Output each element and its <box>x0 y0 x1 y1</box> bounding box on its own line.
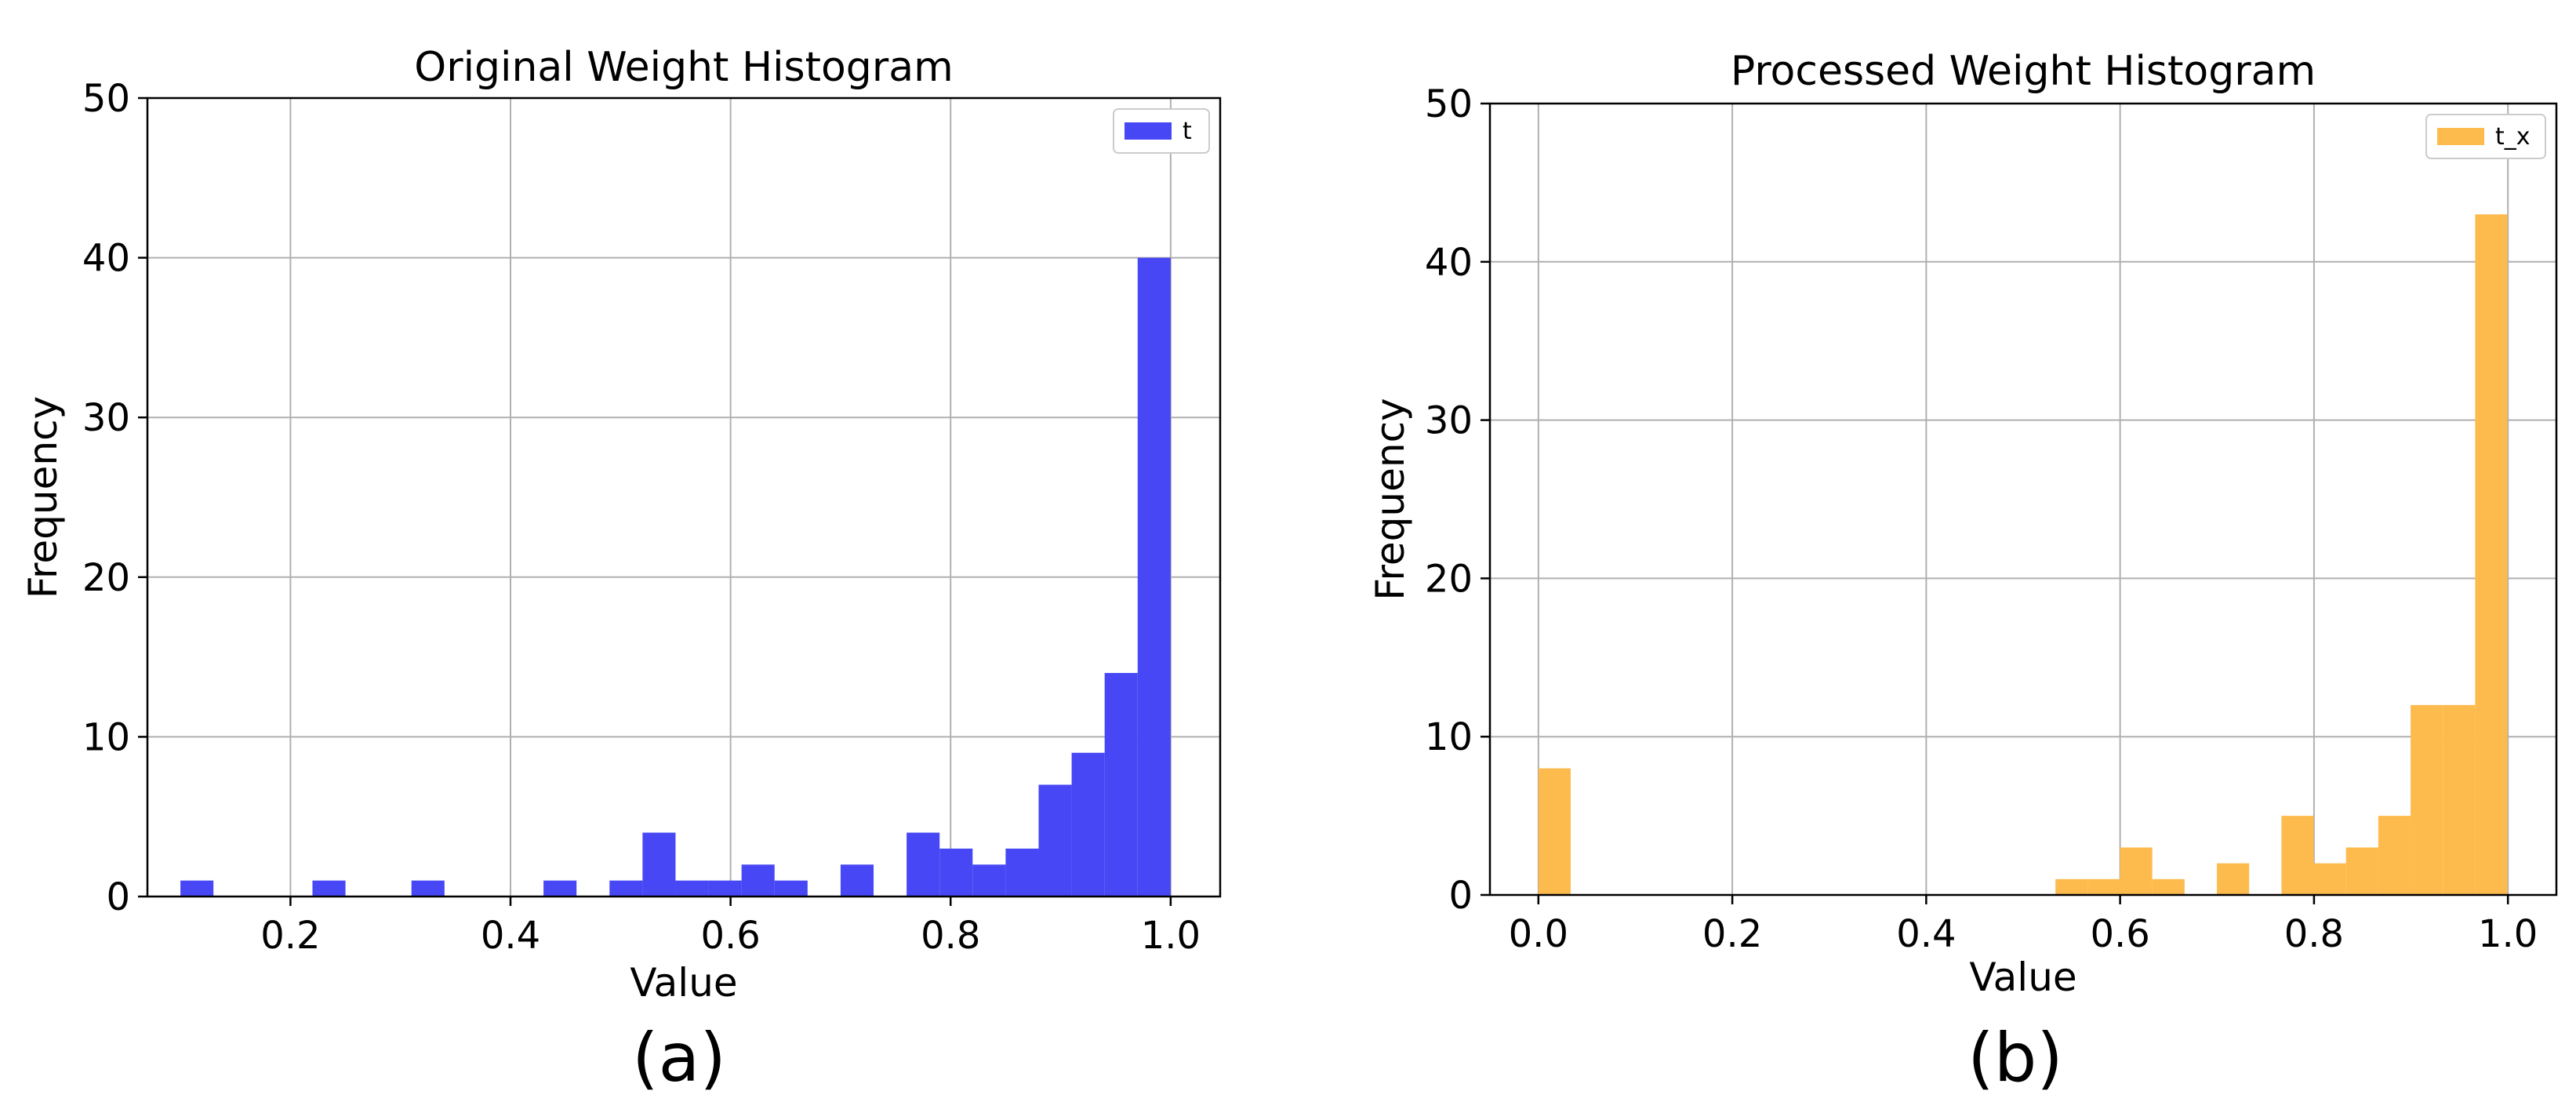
chart-b-bar <box>2217 863 2250 895</box>
chart-a-x-tick-label: 0.8 <box>921 914 980 958</box>
chart-b-plot-frame <box>1488 102 2558 897</box>
chart-b-bar <box>2345 847 2378 895</box>
chart-a-bar <box>675 880 709 897</box>
chart-b-bar <box>2152 878 2185 895</box>
chart-a-title: Original Weight Histogram <box>414 44 953 91</box>
chart-b-y-tick-label: 0 <box>1448 874 1473 918</box>
chart-a-y-tick-label: 50 <box>82 77 130 121</box>
chart-b-x-tick-label: 0.8 <box>2284 912 2344 956</box>
chart-a-bar <box>1071 752 1105 897</box>
chart-a-x-tick-label: 0.2 <box>260 914 320 958</box>
chart-a-bar <box>1104 672 1138 897</box>
chart-a-bar <box>411 880 445 897</box>
chart-b-panel-label: (b) <box>1967 1019 2063 1097</box>
chart-b-title: Processed Weight Histogram <box>1731 48 2316 95</box>
chart-b-y-tick-label: 30 <box>1425 399 1473 443</box>
chart-b-y-tick-label: 10 <box>1425 715 1473 759</box>
chart-b-bar <box>2443 704 2476 895</box>
chart-a-bar <box>774 880 808 897</box>
chart-b-x-tick-label: 1.0 <box>2478 912 2538 956</box>
chart-a-plot-frame <box>146 96 1222 898</box>
chart-a-y-tick-label: 10 <box>82 715 130 759</box>
chart-a: 0.2 0.4 0.6 0.8 1.0 0 10 20 30 40 50 Original Weigh… <box>20 44 1222 1097</box>
chart-b-legend: t_x <box>2425 114 2546 159</box>
chart-a-y-tick-label: 30 <box>82 396 130 440</box>
chart-a-legend: t <box>1113 108 1210 154</box>
chart-a-bar <box>1005 848 1039 897</box>
chart-a-legend-label: t <box>1183 118 1192 145</box>
chart-a-bar <box>939 848 973 897</box>
chart-a-y-axis-label: Frequency <box>20 396 66 598</box>
chart-a-bar <box>1137 257 1171 897</box>
chart-a-bar <box>972 864 1006 897</box>
chart-a-bar <box>312 880 346 897</box>
chart-a-bar <box>1038 784 1072 897</box>
chart-b-x-tick-label: 0.2 <box>1702 912 1762 956</box>
chart-a-legend-swatch <box>1125 122 1172 140</box>
chart-b-y-tick-label: 20 <box>1425 557 1473 601</box>
chart-b-y-tick-label: 40 <box>1425 241 1473 285</box>
chart-b-y-tick-label: 50 <box>1425 82 1473 126</box>
chart-a-x-tick-label: 0.4 <box>481 914 540 958</box>
chart-a-x-tick-label: 0.6 <box>700 914 760 958</box>
chart-b-bar <box>2475 214 2508 895</box>
chart-b-y-axis-label: Frequency <box>1368 398 1413 600</box>
chart-b-bar <box>2313 863 2346 895</box>
chart-a-x-axis-label: Value <box>630 960 737 1006</box>
chart-a-y-tick-label: 0 <box>106 875 130 919</box>
chart-a-bar <box>543 880 577 897</box>
chart-a-x-tick-label: 1.0 <box>1141 914 1201 958</box>
chart-b-bar <box>2120 847 2153 895</box>
chart-a-bar <box>609 880 643 897</box>
chart-a-bar <box>907 832 940 897</box>
chart-a-bar <box>741 864 775 897</box>
chart-a-y-tick-label: 40 <box>82 237 130 281</box>
chart-b-bar <box>2411 704 2443 895</box>
chart-b-legend-swatch <box>2437 128 2484 145</box>
chart-a-y-tick-label: 20 <box>82 556 130 600</box>
chart-b-bar <box>1538 768 1571 895</box>
chart-b-x-tick-label: 0.4 <box>1896 912 1956 956</box>
chart-b-legend-label: t_x <box>2495 123 2531 151</box>
chart-a-bar <box>642 832 676 897</box>
chart-a-bar <box>708 880 742 897</box>
chart-a-bar <box>840 864 874 897</box>
chart-a-bar <box>180 880 214 897</box>
chart-b-legend-box <box>2425 114 2546 159</box>
chart-a-panel-label: (a) <box>632 1019 726 1097</box>
chart-b: 0.0 0.2 0.4 0.6 0.8 1.0 0 10 20 30 40 50 Processed W… <box>1368 48 2558 1097</box>
chart-b-x-axis-label: Value <box>1969 955 2076 1000</box>
chart-b-x-tick-label: 0.6 <box>2090 912 2149 956</box>
chart-b-bar <box>2281 816 2314 895</box>
chart-b-bar <box>2378 816 2411 895</box>
chart-b-x-tick-label: 0.0 <box>1509 912 1568 956</box>
chart-b-bar <box>2087 878 2120 895</box>
chart-b-bar <box>2055 878 2088 895</box>
